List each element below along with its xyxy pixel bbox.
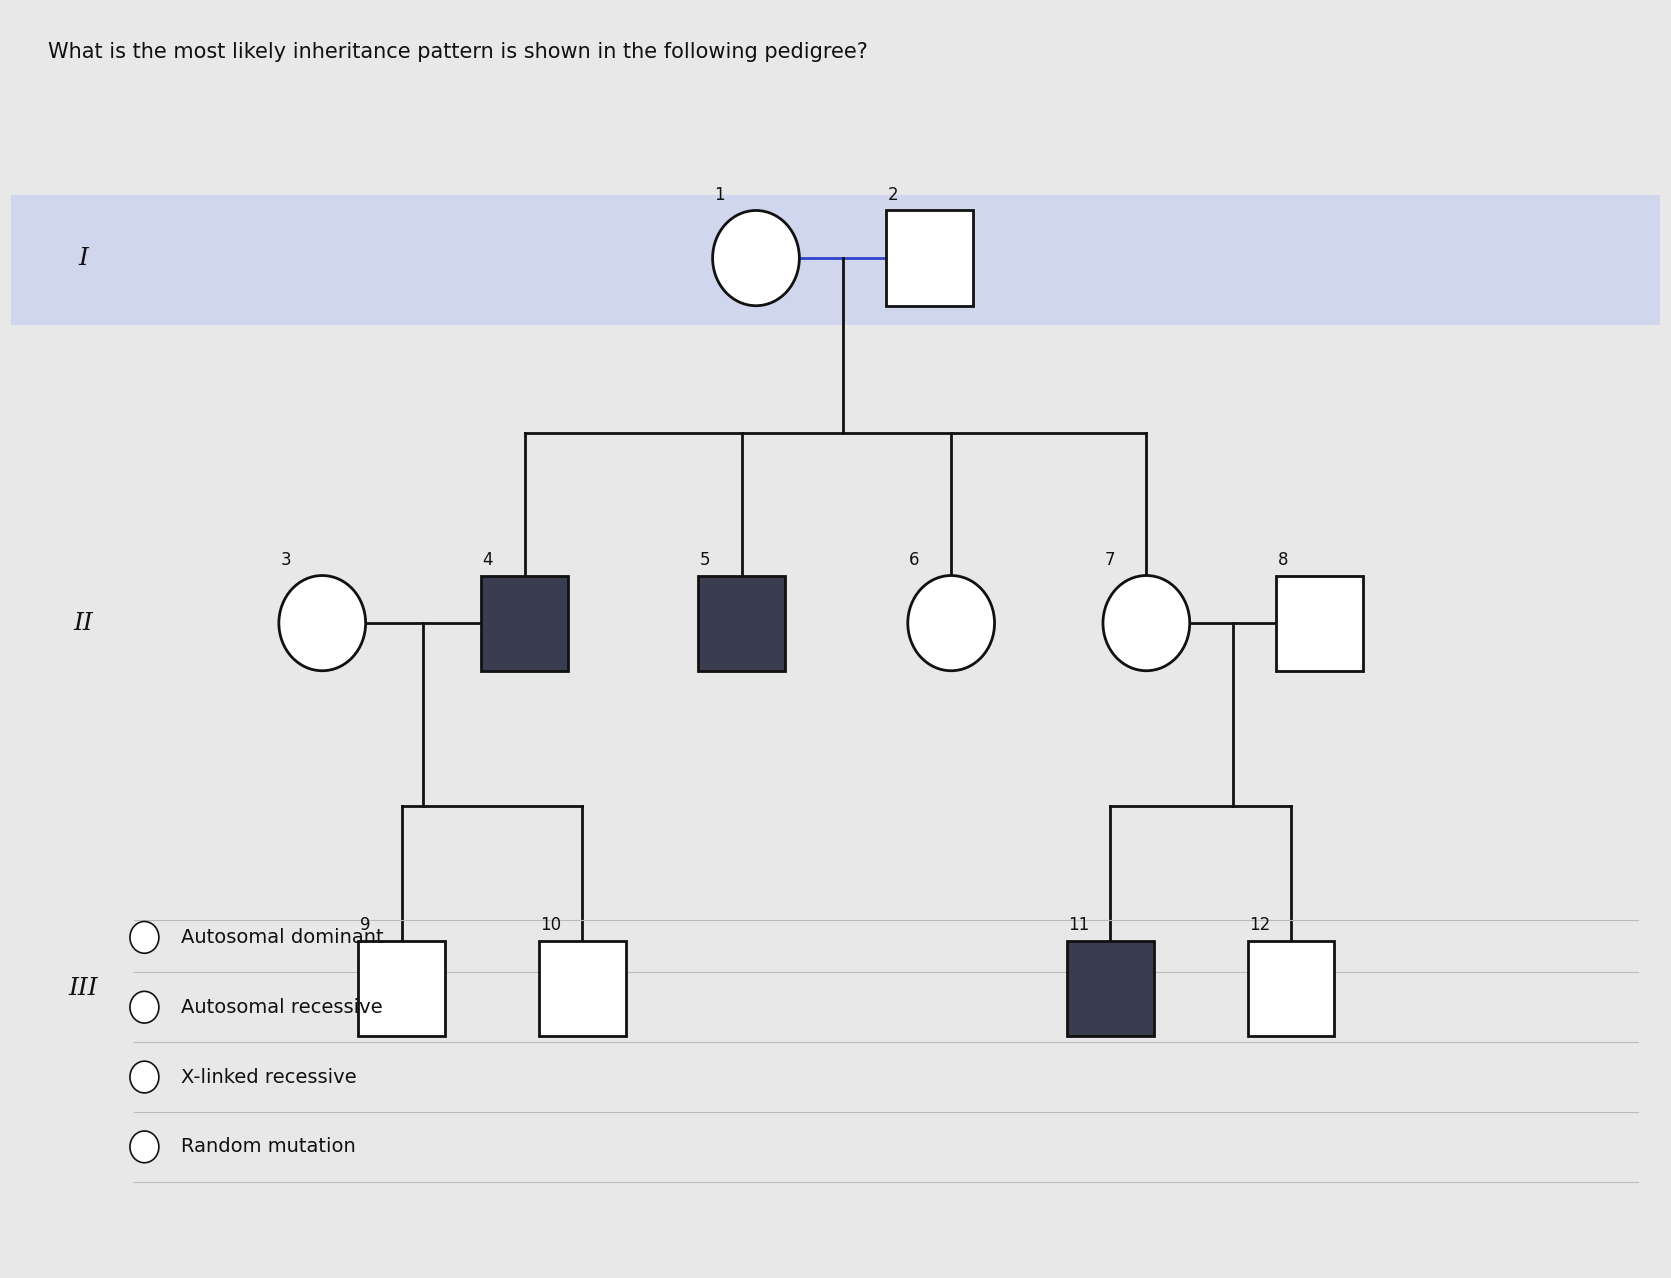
- Text: 10: 10: [540, 916, 561, 934]
- Bar: [358, 941, 444, 1035]
- Bar: [481, 575, 568, 671]
- Bar: [540, 941, 627, 1035]
- Text: 12: 12: [1248, 916, 1270, 934]
- Text: 6: 6: [909, 551, 919, 569]
- Text: 4: 4: [483, 551, 493, 569]
- Text: X-linked recessive: X-linked recessive: [180, 1067, 356, 1086]
- Circle shape: [279, 575, 366, 671]
- Text: 3: 3: [281, 551, 291, 569]
- Circle shape: [130, 1131, 159, 1163]
- Text: Autosomal dominant: Autosomal dominant: [180, 928, 383, 947]
- Circle shape: [130, 1061, 159, 1093]
- Text: 8: 8: [1278, 551, 1288, 569]
- Text: I: I: [79, 247, 89, 270]
- Bar: [1066, 941, 1153, 1035]
- Circle shape: [1103, 575, 1190, 671]
- Text: Random mutation: Random mutation: [180, 1137, 356, 1157]
- Bar: [698, 575, 785, 671]
- Bar: [886, 211, 973, 305]
- Circle shape: [130, 992, 159, 1024]
- Circle shape: [907, 575, 994, 671]
- Text: 9: 9: [359, 916, 371, 934]
- Bar: [1248, 941, 1335, 1035]
- Text: 1: 1: [714, 187, 725, 204]
- Text: 2: 2: [887, 187, 899, 204]
- Text: III: III: [69, 976, 99, 999]
- Circle shape: [130, 921, 159, 953]
- Bar: [1277, 575, 1364, 671]
- Text: 7: 7: [1105, 551, 1115, 569]
- Text: 11: 11: [1068, 916, 1089, 934]
- Text: II: II: [74, 612, 94, 635]
- Text: Autosomal recessive: Autosomal recessive: [180, 998, 383, 1017]
- Bar: [12, 194, 1659, 325]
- Text: What is the most likely inheritance pattern is shown in the following pedigree?: What is the most likely inheritance patt…: [47, 42, 867, 61]
- Text: 5: 5: [700, 551, 710, 569]
- Circle shape: [712, 211, 799, 305]
